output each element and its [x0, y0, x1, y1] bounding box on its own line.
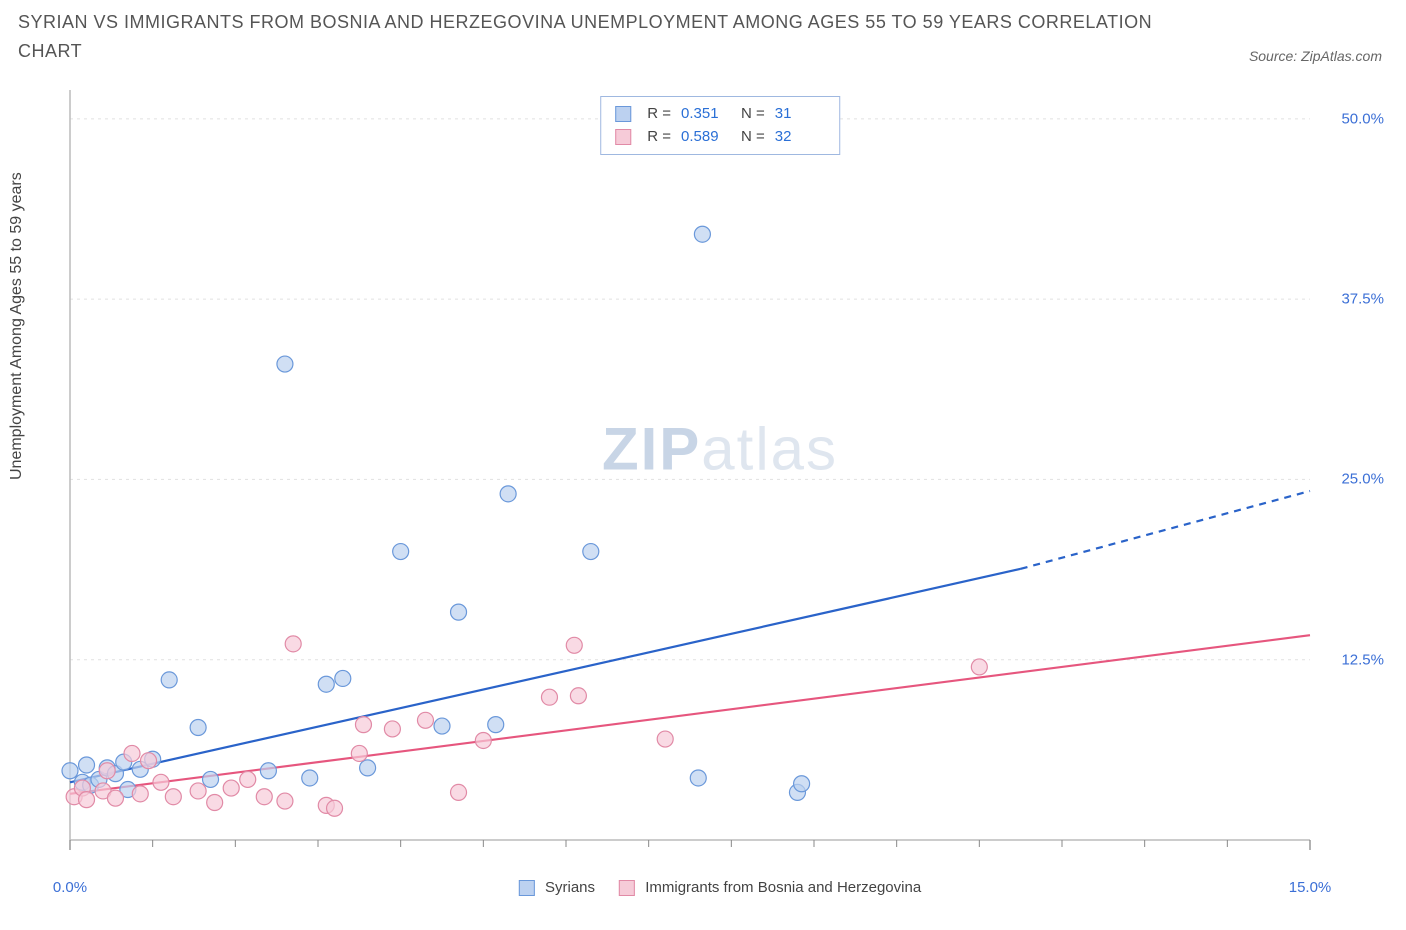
y-tick-label: 25.0%: [1341, 471, 1384, 488]
stats-row-series-2: R =0.589 N =32: [615, 126, 825, 149]
legend-item-series-1: Syrians: [519, 879, 595, 896]
y-tick-label: 50.0%: [1341, 110, 1384, 127]
source-attribution: Source: ZipAtlas.com: [1249, 48, 1382, 64]
chart-title: SYRIAN VS IMMIGRANTS FROM BOSNIA AND HER…: [18, 8, 1206, 66]
stats-row-series-1: R =0.351 N =31: [615, 103, 825, 126]
y-tick-label: 37.5%: [1341, 291, 1384, 308]
x-tick-label: 15.0%: [1289, 879, 1332, 896]
chart-area: ZIPatlas R =0.351 N =31 R =0.589 N =32 1…: [60, 90, 1380, 870]
swatch-series-2: [615, 129, 631, 145]
swatch-series-2-legend: [619, 880, 635, 896]
legend-item-series-2: Immigrants from Bosnia and Herzegovina: [619, 879, 921, 896]
watermark: ZIPatlas: [602, 414, 838, 483]
series-legend: Syrians Immigrants from Bosnia and Herze…: [519, 879, 921, 896]
y-axis-label: Unemployment Among Ages 55 to 59 years: [8, 172, 26, 480]
swatch-series-1: [615, 106, 631, 122]
x-tick-label: 0.0%: [53, 879, 87, 896]
swatch-series-1-legend: [519, 880, 535, 896]
y-tick-label: 12.5%: [1341, 651, 1384, 668]
correlation-stats-box: R =0.351 N =31 R =0.589 N =32: [600, 96, 840, 155]
